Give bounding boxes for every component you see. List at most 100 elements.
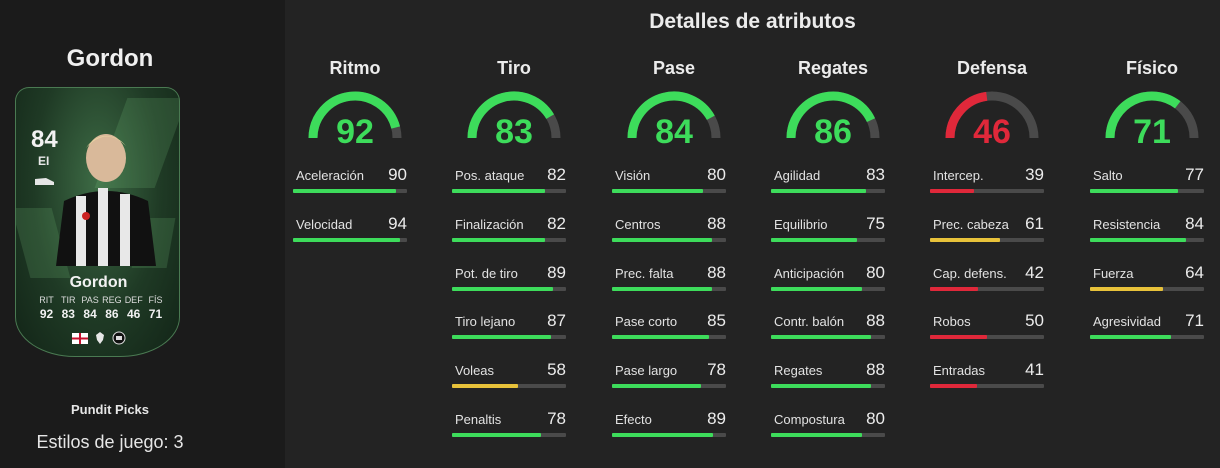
card-stat-label: TIR bbox=[61, 295, 76, 305]
stat-label: Cap. defens. bbox=[933, 265, 1007, 281]
stat-bar-track bbox=[771, 286, 885, 291]
stat-row[interactable]: Cap. defens. 42 bbox=[930, 263, 1044, 296]
card-stat: PAS 84 bbox=[80, 295, 101, 321]
card-stats: RIT 92 TIR 83 PAS 84 REG 86 DEF 46 FÍS 71 bbox=[36, 295, 166, 321]
stat-value: 80 bbox=[707, 165, 726, 184]
stat-row[interactable]: Efecto 89 bbox=[612, 409, 726, 442]
category-regates[interactable]: Regates 86 bbox=[763, 58, 903, 146]
card-player-name: Gordon bbox=[69, 274, 128, 291]
stat-row[interactable]: Entradas 41 bbox=[930, 360, 1044, 393]
stat-bar-fill bbox=[930, 335, 987, 340]
stat-row[interactable]: Agilidad 83 bbox=[771, 165, 885, 198]
playstyles-count[interactable]: Estilos de juego: 3 bbox=[36, 432, 184, 452]
category-tiro[interactable]: Tiro 83 bbox=[444, 58, 584, 146]
stat-label: Equilibrio bbox=[774, 216, 828, 232]
stat-value: 94 bbox=[388, 213, 407, 233]
boot-icon bbox=[35, 178, 54, 185]
stat-bar-track bbox=[293, 237, 407, 242]
stat-bar-track bbox=[612, 335, 726, 340]
stat-row[interactable]: Aceleración 90 bbox=[293, 165, 407, 198]
category-físico[interactable]: Físico 71 bbox=[1082, 58, 1220, 146]
stat-row[interactable]: Agresividad 71 bbox=[1090, 311, 1204, 344]
stat-label: Compostura bbox=[774, 412, 845, 427]
stat-bar-fill bbox=[612, 335, 709, 340]
stat-row[interactable]: Fuerza 64 bbox=[1090, 263, 1204, 296]
stat-row[interactable]: Finalización 82 bbox=[452, 213, 566, 247]
card-stat-value: 83 bbox=[61, 307, 75, 321]
gauge-fill bbox=[467, 91, 555, 139]
stat-value: 78 bbox=[707, 360, 726, 380]
stat-value: 89 bbox=[547, 262, 566, 282]
category-pase[interactable]: Pase 84 bbox=[604, 58, 744, 146]
stat-row[interactable]: Prec. cabeza 61 bbox=[930, 213, 1044, 247]
stat-value: 61 bbox=[1025, 213, 1044, 233]
stat-value: 71 bbox=[1185, 311, 1204, 331]
stat-bar-fill bbox=[293, 189, 396, 193]
stat-label: Agilidad bbox=[774, 168, 821, 183]
card-stat-value: 71 bbox=[148, 307, 163, 321]
card-stat: TIR 83 bbox=[58, 295, 79, 321]
stat-bar-track bbox=[930, 335, 1044, 340]
stat-row[interactable]: Velocidad 94 bbox=[293, 213, 407, 247]
card-rating: 84 bbox=[31, 126, 58, 153]
category-ritmo[interactable]: Ritmo 92 bbox=[285, 58, 425, 146]
stat-label: Pase corto bbox=[615, 314, 678, 330]
stat-bar-track bbox=[930, 237, 1044, 242]
card-stat-value: 84 bbox=[83, 307, 97, 321]
league-logo-icon bbox=[95, 332, 104, 344]
stat-bar-track bbox=[612, 189, 726, 193]
stat-bar-fill bbox=[612, 189, 704, 193]
stat-row[interactable]: Pot. de tiro 89 bbox=[452, 262, 566, 296]
stat-row[interactable]: Contr. balón 88 bbox=[771, 311, 885, 344]
stat-row[interactable]: Anticipación 80 bbox=[771, 263, 885, 296]
card-edition-label: Pundit Picks bbox=[70, 402, 150, 417]
stat-row[interactable]: Pase largo 78 bbox=[612, 360, 726, 393]
stat-value: 82 bbox=[547, 213, 566, 233]
stat-row[interactable]: Compostura 80 bbox=[771, 409, 885, 442]
category-defensa[interactable]: Defensa 46 bbox=[922, 58, 1062, 146]
stat-bar-track bbox=[771, 433, 885, 437]
stat-label: Fuerza bbox=[1093, 265, 1134, 281]
card-stat: FÍS 71 bbox=[145, 295, 166, 321]
stat-row[interactable]: Robos 50 bbox=[930, 311, 1044, 344]
stat-bar-track bbox=[771, 189, 885, 193]
stat-row[interactable]: Prec. falta 88 bbox=[612, 263, 726, 296]
stat-row[interactable]: Resistencia 84 bbox=[1090, 214, 1204, 247]
gauge-fill bbox=[308, 91, 401, 139]
stat-bar-fill bbox=[771, 335, 872, 340]
card-stat-label: REG bbox=[102, 295, 122, 305]
stat-bar-track bbox=[771, 237, 885, 242]
stat-label: Penaltis bbox=[455, 412, 502, 427]
stat-label: Prec. falta bbox=[615, 265, 674, 281]
stat-row[interactable]: Voleas 58 bbox=[452, 360, 566, 393]
card-position: EI bbox=[38, 154, 50, 168]
stat-value: 75 bbox=[866, 213, 885, 233]
stat-bar-track bbox=[452, 286, 566, 291]
stat-row[interactable]: Regates 88 bbox=[771, 360, 885, 393]
category-value: 46 bbox=[973, 113, 1011, 146]
stat-row[interactable]: Centros 88 bbox=[612, 214, 726, 247]
stat-label: Entradas bbox=[933, 363, 986, 379]
stat-value: 87 bbox=[547, 311, 566, 331]
stat-row[interactable]: Equilibrio 75 bbox=[771, 213, 885, 247]
category-value: 92 bbox=[336, 113, 374, 146]
stat-bar-track bbox=[1090, 189, 1204, 193]
stat-bar-track bbox=[771, 384, 885, 389]
stat-bar-track bbox=[452, 189, 566, 193]
stat-bar-fill bbox=[612, 237, 713, 242]
stat-label: Finalización bbox=[455, 216, 524, 232]
stat-row[interactable]: Tiro lejano 87 bbox=[452, 311, 566, 344]
stat-row[interactable]: Intercep. 39 bbox=[930, 165, 1044, 198]
player-card[interactable]: 84 EI Gordon RIT 92 TIR 83 PAS 84 REG 86 DEF 46 FÍ… bbox=[15, 87, 180, 357]
stat-bar-track bbox=[612, 286, 726, 291]
stat-row[interactable]: Visión 80 bbox=[612, 165, 726, 198]
stat-bar-fill bbox=[771, 384, 872, 389]
stat-bar-fill bbox=[771, 189, 866, 193]
gauge-fill bbox=[627, 91, 715, 139]
player-name: Gordon bbox=[66, 45, 154, 72]
stat-row[interactable]: Salto 77 bbox=[1090, 165, 1204, 198]
stat-row[interactable]: Pase corto 85 bbox=[612, 311, 726, 344]
stat-row[interactable]: Penaltis 78 bbox=[452, 409, 566, 442]
stat-row[interactable]: Pos. ataque 82 bbox=[452, 165, 566, 198]
stat-value: 80 bbox=[866, 409, 885, 428]
